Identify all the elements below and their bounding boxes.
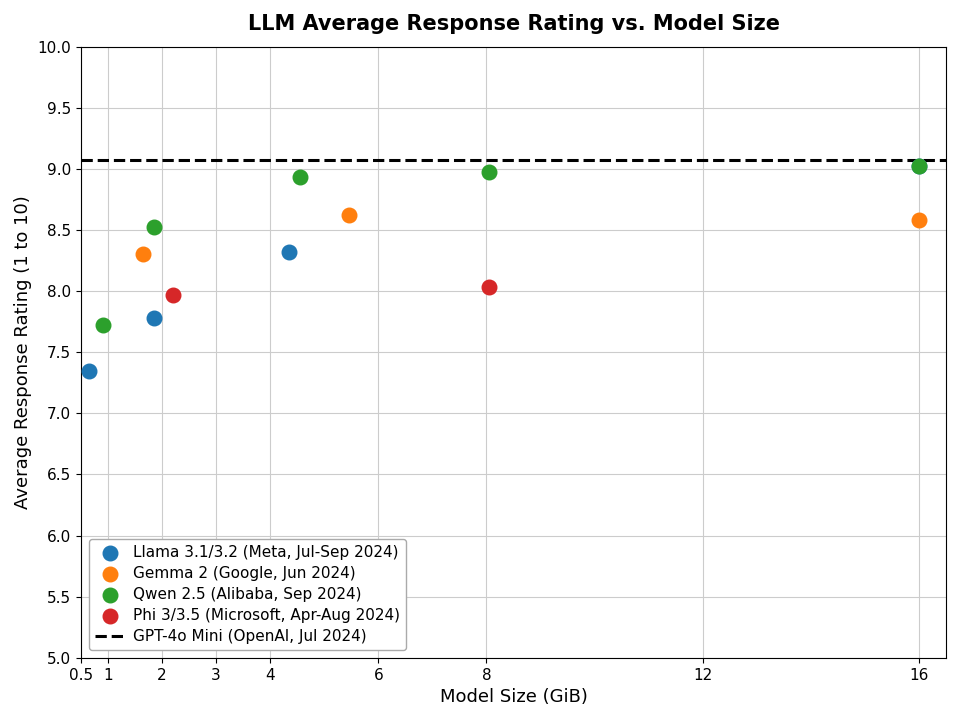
Qwen 2.5 (Alibaba, Sep 2024)	[95, 320, 110, 331]
Qwen 2.5 (Alibaba, Sep 2024)	[482, 167, 497, 179]
X-axis label: Model Size (GiB): Model Size (GiB)	[440, 688, 588, 706]
Gemma 2 (Google, Jun 2024)	[341, 210, 356, 221]
Llama 3.1/3.2 (Meta, Jul-Sep 2024)	[281, 246, 297, 258]
Phi 3/3.5 (Microsoft, Apr-Aug 2024)	[482, 282, 497, 293]
GPT-4o Mini (OpenAI, Jul 2024)	[48, 156, 60, 165]
Qwen 2.5 (Alibaba, Sep 2024)	[146, 222, 161, 233]
Legend: Llama 3.1/3.2 (Meta, Jul-Sep 2024), Gemma 2 (Google, Jun 2024), Qwen 2.5 (Alibab: Llama 3.1/3.2 (Meta, Jul-Sep 2024), Gemm…	[88, 539, 406, 650]
GPT-4o Mini (OpenAI, Jul 2024)	[102, 156, 113, 165]
Qwen 2.5 (Alibaba, Sep 2024)	[292, 171, 307, 183]
Llama 3.1/3.2 (Meta, Jul-Sep 2024)	[911, 161, 926, 172]
Y-axis label: Average Response Rating (1 to 10): Average Response Rating (1 to 10)	[13, 195, 32, 509]
Gemma 2 (Google, Jun 2024)	[135, 248, 151, 260]
Phi 3/3.5 (Microsoft, Apr-Aug 2024)	[165, 289, 180, 300]
Llama 3.1/3.2 (Meta, Jul-Sep 2024)	[146, 312, 161, 324]
Qwen 2.5 (Alibaba, Sep 2024)	[911, 161, 926, 172]
Gemma 2 (Google, Jun 2024)	[911, 215, 926, 226]
Title: LLM Average Response Rating vs. Model Size: LLM Average Response Rating vs. Model Si…	[248, 14, 780, 34]
Llama 3.1/3.2 (Meta, Jul-Sep 2024)	[82, 365, 97, 377]
